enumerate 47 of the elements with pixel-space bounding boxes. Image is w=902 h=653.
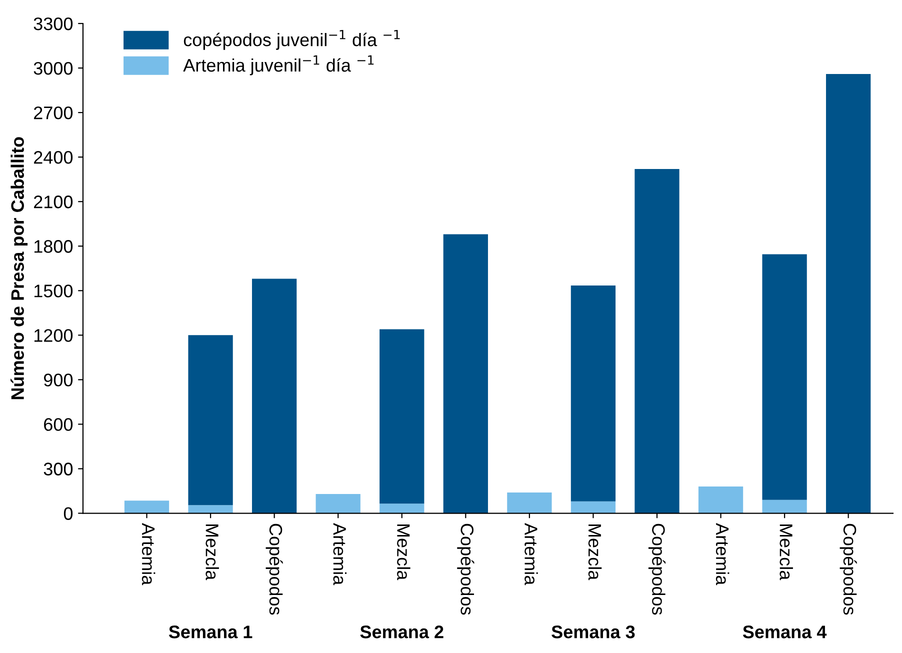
y-tick-label: 900: [44, 374, 73, 386]
y-tick-label: 600: [44, 418, 73, 431]
bar: [252, 278, 297, 514]
x-tick-label: Mezcla: [206, 524, 219, 580]
x-tick-label: Copépodos: [648, 524, 666, 615]
legend-label: Artemia juvenil$^{−1}$ día $^{−1}$: [183, 55, 374, 76]
y-tick-label: 3300: [34, 17, 73, 30]
x-tick-label: Copépodos: [840, 524, 857, 615]
text: Semana 2: [360, 626, 444, 638]
bar: [380, 504, 424, 514]
bar: [188, 335, 233, 506]
x-tick-label: Copépodos: [266, 524, 283, 615]
y-tick-label: 2700: [34, 106, 73, 120]
legend-label: copépodos juvenil$^{−1}$ día $^{−1}$: [184, 30, 400, 50]
text: Semana 1: [168, 626, 252, 638]
x-tick-label: Mezcla: [780, 524, 793, 580]
bar: [570, 285, 616, 502]
y-tick-label: 3000: [34, 62, 73, 75]
bar: [188, 505, 233, 514]
bar: [316, 494, 360, 514]
x-tick-label: Mezcla: [397, 524, 410, 580]
bar: [762, 500, 807, 514]
x-tick-label: Artemia: [333, 523, 347, 586]
x-tick-label: Artemia: [524, 523, 538, 586]
x-tick-label: Copépodos: [457, 524, 474, 615]
bar: [380, 329, 424, 504]
x-tick-label: Artemia: [142, 523, 156, 586]
bar: [762, 254, 807, 500]
bar: [507, 492, 552, 514]
bar: [826, 74, 871, 514]
bar: [570, 501, 616, 514]
bar: [634, 168, 680, 514]
y-tick-label: 300: [44, 462, 73, 476]
text: Semana 4: [742, 626, 827, 638]
x-tick-label: Artemia: [716, 523, 730, 586]
bar: [698, 486, 744, 514]
bar: [443, 234, 488, 514]
y-axis-title: Número de Presa por Caballito: [10, 137, 28, 400]
y-tick-label: 2100: [34, 196, 73, 208]
x-tick-label: Mezcla: [588, 524, 602, 580]
y-tick-label: 0: [64, 507, 73, 520]
y-tick-label: 2400: [34, 151, 73, 164]
y-tick-label: 1200: [34, 329, 73, 342]
bar: [124, 500, 170, 514]
text: Semana 3: [552, 626, 635, 638]
y-tick-label: 1500: [34, 284, 73, 298]
y-tick-label: 1800: [34, 240, 73, 253]
